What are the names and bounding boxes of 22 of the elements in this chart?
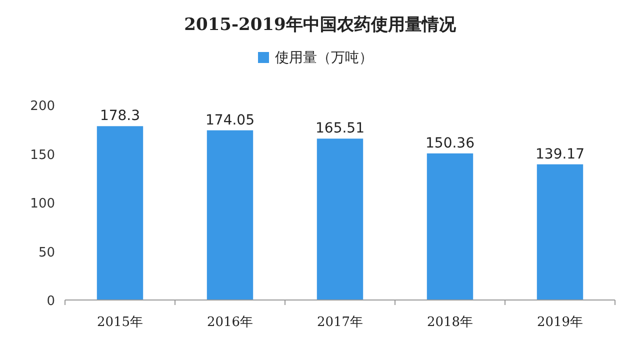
data-label: 150.36 [426,135,475,152]
bar [96,126,144,300]
bar [206,130,254,300]
x-tick-label: 2015年 [96,315,144,330]
data-label: 178.3 [100,108,140,124]
x-tick-label: 2016年 [206,315,254,330]
y-tick-label: 200 [30,99,55,114]
data-label: 165.51 [316,120,364,137]
data-label: 139.17 [536,146,584,162]
data-label: 174.05 [206,112,254,128]
bar [316,138,364,300]
legend-label: 使用量（万吨） [275,50,373,66]
y-tick-label: 100 [30,196,55,212]
y-tick-label: 150 [30,148,55,163]
chart-title: 2015-2019年中国农药使用量情况 [184,15,457,35]
x-tick-label: 2018年 [426,315,474,330]
x-tick-label: 2017年 [316,315,364,330]
x-tick-label: 2019年 [536,315,584,330]
bar [426,153,474,300]
y-tick-label: 50 [38,245,55,260]
bar [536,164,584,300]
y-tick-label: 0 [46,294,55,309]
